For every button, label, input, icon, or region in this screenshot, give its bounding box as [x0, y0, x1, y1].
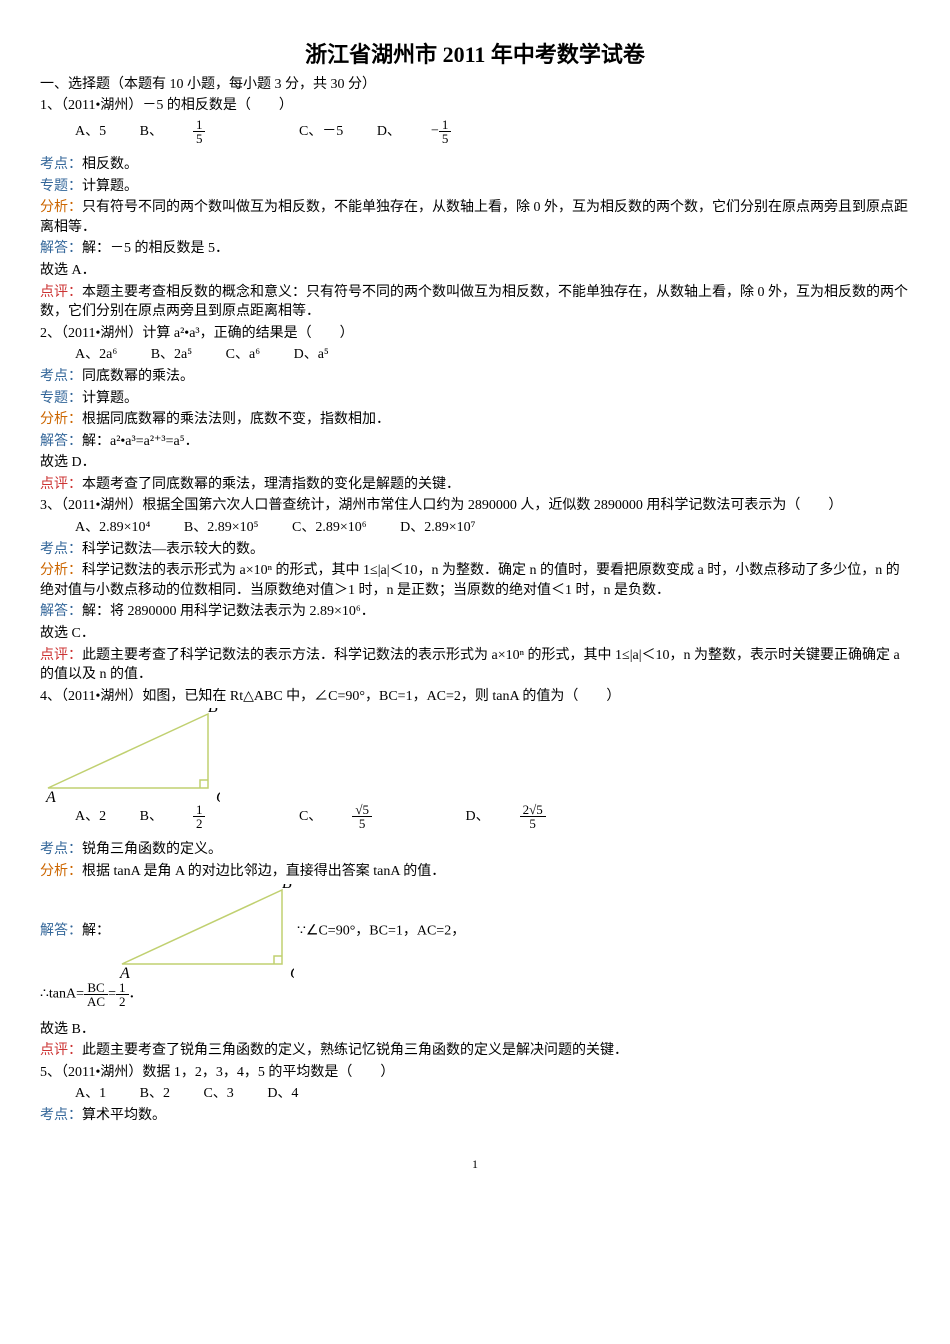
fraction: 15: [439, 118, 482, 145]
q1-fenxi: 分析：只有符号不同的两个数叫做互为相反数，不能单独存在，从数轴上看，除 0 外，…: [40, 198, 910, 237]
q4-figure-1: A B C: [40, 708, 910, 803]
q1-stem: 1、（2011•湖州）－5 的相反数是（ ）: [40, 96, 910, 116]
svg-text:C: C: [216, 789, 220, 803]
q3-jieda: 解答：解：将 2890000 用科学记数法表示为 2.89×10⁶．: [40, 602, 910, 622]
q2-dianping: 点评：本题考查了同底数幂的乘法，理清指数的变化是解题的关键．: [40, 475, 910, 495]
q4-dianping: 点评：此题主要考查了锐角三角函数的定义，熟练记忆锐角三角函数的定义是解决问题的关…: [40, 1041, 910, 1061]
q2-jieda: 解答：解：a²•a³=a²⁺³=a⁵．: [40, 432, 910, 452]
q1-choice-a: A、5: [75, 122, 106, 142]
q3-fenxi: 分析：科学记数法的表示形式为 a×10ⁿ 的形式，其中 1≤|a|＜10，n 为…: [40, 561, 910, 600]
q3-choices: A、2.89×10⁴ B、2.89×10⁵ C、2.89×10⁶ D、2.89×…: [40, 518, 910, 538]
svg-text:A: A: [119, 965, 130, 979]
q3-stem: 3、（2011•湖州）根据全国第六次人口普查统计，湖州市常住人口约为 28900…: [40, 496, 910, 516]
q4-tan-expr: ∴tanA=BCAC=12．: [40, 981, 910, 1008]
svg-text:C: C: [290, 965, 294, 979]
svg-text:B: B: [208, 708, 218, 716]
q1-zhuanti: 专题：计算题。: [40, 177, 910, 197]
q4-choice-a: A、2: [75, 807, 106, 827]
q5-stem: 5、（2011•湖州）数据 1，2，3，4，5 的平均数是（ ）: [40, 1063, 910, 1083]
q4-kaodian: 考点：锐角三角函数的定义。: [40, 840, 910, 860]
q1-kaodian: 考点：相反数。: [40, 155, 910, 175]
q1-choices: A、5 B、15 C、－5 D、−15: [40, 118, 910, 145]
q2-choice-d: D、a⁵: [294, 345, 329, 365]
q5-kaodian: 考点：算术平均数。: [40, 1106, 910, 1126]
q5-choice-c: C、3: [203, 1084, 233, 1104]
q3-choice-b: B、2.89×10⁵: [184, 518, 259, 538]
q2-choice-c: C、a⁶: [226, 345, 260, 365]
q1-choice-d: D、−15: [377, 118, 512, 145]
q2-choice-a: A、2a⁶: [75, 345, 117, 365]
q4-choices: A、2 B、12 C、√55 D、2√55: [40, 803, 910, 830]
q3-kaodian: 考点：科学记数法—表示较大的数。: [40, 540, 910, 560]
q1-choice-b: B、15: [140, 118, 266, 145]
q2-zhuanti: 专题：计算题。: [40, 389, 910, 409]
q4-choice-b: B、12: [140, 803, 266, 830]
svg-text:B: B: [282, 884, 292, 892]
q3-choice-d: D、2.89×10⁷: [400, 518, 475, 538]
q1-dianping: 点评：本题主要考查相反数的概念和意义：只有符号不同的两个数叫做互为相反数，不能单…: [40, 283, 910, 322]
q3-choice-a: A、2.89×10⁴: [75, 518, 150, 538]
section-heading: 一、选择题（本题有 10 小题，每小题 3 分，共 30 分）: [40, 75, 910, 95]
q4-fenxi: 分析：根据 tanA 是角 A 的对边比邻边，直接得出答案 tanA 的值．: [40, 862, 910, 882]
q4-jieda: 解答：解： ABC ∵∠C=90°，BC=1，AC=2，: [40, 884, 910, 979]
q4-conclusion: 故选 B．: [40, 1020, 910, 1040]
q3-dianping: 点评：此题主要考查了科学记数法的表示方法．科学记数法的表示形式为 a×10ⁿ 的…: [40, 646, 910, 685]
triangle-figure: A B C: [40, 708, 220, 803]
fraction: 12: [193, 803, 236, 830]
q1-jieda: 解答：解：－5 的相反数是 5．: [40, 239, 910, 259]
q5-choice-d: D、4: [267, 1084, 298, 1104]
q2-stem: 2、（2011•湖州）计算 a²•a³，正确的结果是（ ）: [40, 324, 910, 344]
fraction: BCAC: [84, 981, 108, 1008]
q2-choice-b: B、2a⁵: [151, 345, 192, 365]
fraction: 15: [193, 118, 236, 145]
q2-conclusion: 故选 D．: [40, 453, 910, 473]
q1-conclusion: 故选 A．: [40, 261, 910, 281]
fraction: 12: [116, 981, 129, 1008]
q2-kaodian: 考点：同底数幂的乘法。: [40, 367, 910, 387]
q5-choice-b: B、2: [140, 1084, 170, 1104]
fraction: √55: [352, 803, 402, 830]
q4-choice-d: D、2√55: [465, 803, 605, 830]
q3-choice-c: C、2.89×10⁶: [292, 518, 367, 538]
page-number: 1: [40, 1156, 910, 1173]
q5-choices: A、1 B、2 C、3 D、4: [40, 1084, 910, 1104]
fraction: 2√55: [520, 803, 576, 830]
q4-stem: 4、（2011•湖州）如图，已知在 Rt△ABC 中，∠C=90°，BC=1，A…: [40, 687, 910, 707]
triangle-figure: A B C: [114, 884, 294, 979]
q2-choices: A、2a⁶ B、2a⁵ C、a⁶ D、a⁵: [40, 345, 910, 365]
q4-choice-c: C、√55: [299, 803, 432, 830]
q3-conclusion: 故选 C．: [40, 624, 910, 644]
svg-text:A: A: [45, 789, 56, 803]
q5-choice-a: A、1: [75, 1084, 106, 1104]
q1-choice-c: C、－5: [299, 122, 343, 142]
q2-fenxi: 分析：根据同底数幂的乘法法则，底数不变，指数相加．: [40, 410, 910, 430]
page-title: 浙江省湖州市 2011 年中考数学试卷: [40, 40, 910, 71]
